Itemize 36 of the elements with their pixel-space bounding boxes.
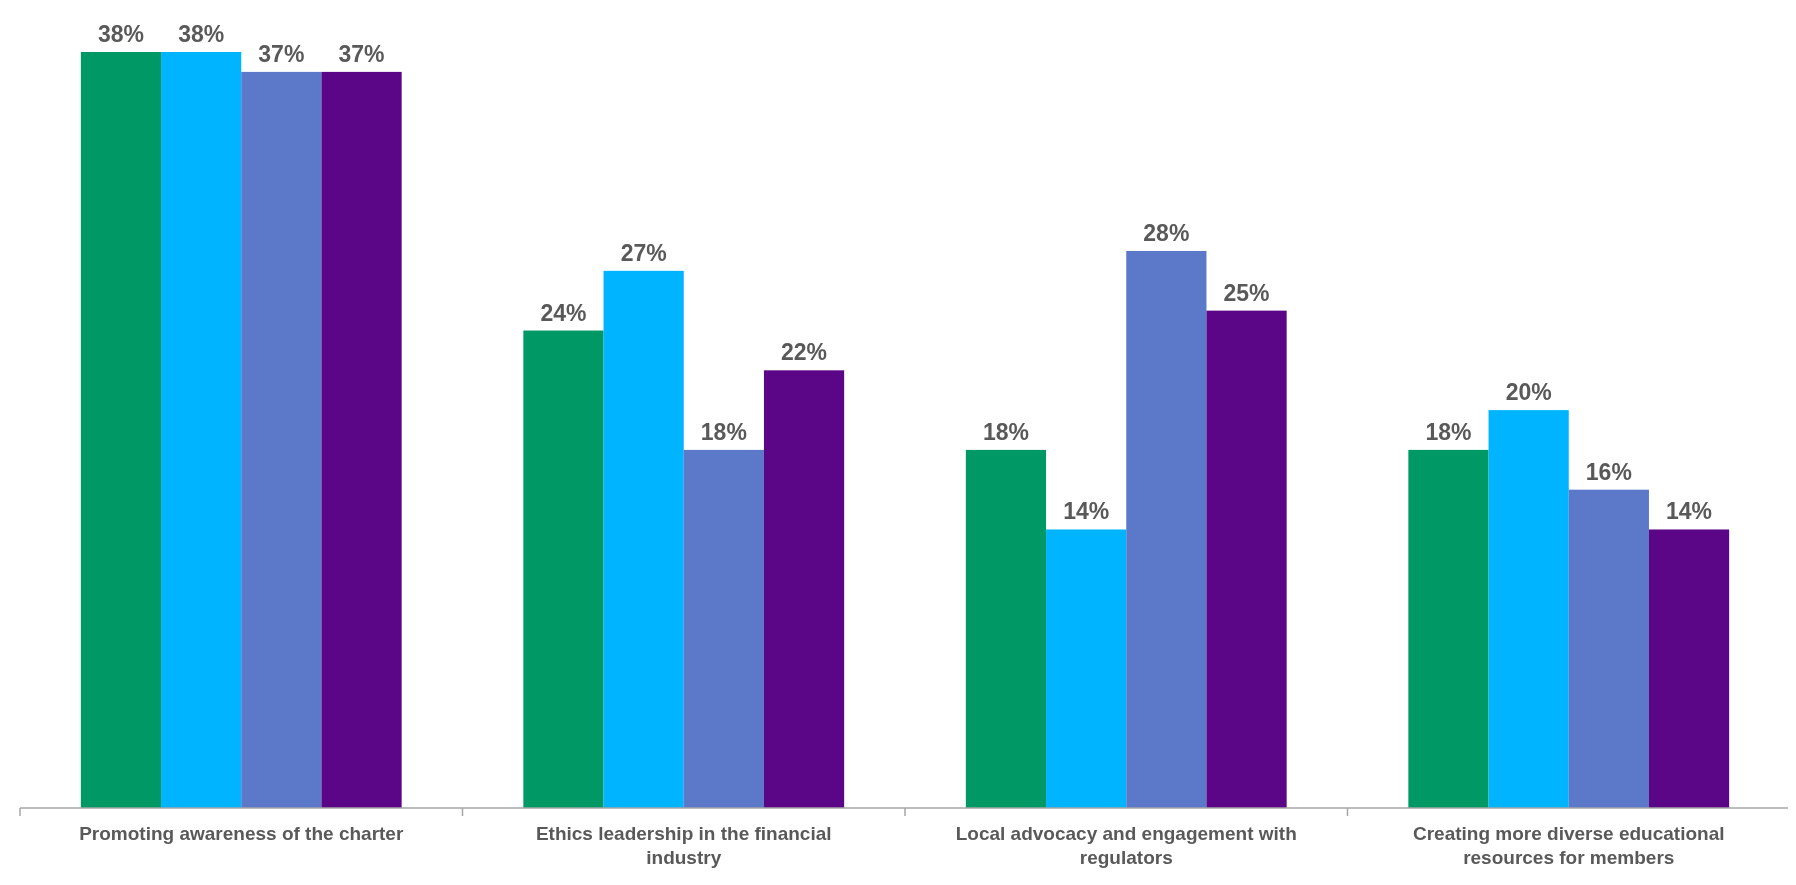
- data-label: 16%: [1585, 458, 1632, 485]
- data-label: 20%: [1505, 379, 1552, 406]
- data-label: 37%: [258, 40, 305, 67]
- bar: [80, 52, 162, 808]
- bar: [1648, 529, 1730, 808]
- data-label: 18%: [982, 418, 1029, 445]
- bar: [1568, 489, 1649, 808]
- bar: [763, 370, 845, 808]
- x-tick-label: Local advocacy and engagement with regulators: [955, 823, 1297, 868]
- data-label: 18%: [1425, 418, 1472, 445]
- data-label: 38%: [178, 21, 225, 47]
- data-label: 18%: [700, 418, 747, 445]
- bar: [1206, 310, 1287, 808]
- bar: [683, 449, 764, 808]
- data-label: 37%: [338, 40, 385, 67]
- x-tick-label: Creating more diverse educational resources for members: [1413, 823, 1725, 868]
- data-label: 28%: [1143, 219, 1190, 246]
- data-label: 25%: [1223, 279, 1270, 306]
- bar: [523, 330, 604, 808]
- data-label: 14%: [1063, 498, 1110, 525]
- bar: [1408, 449, 1489, 808]
- data-label: 24%: [540, 299, 587, 326]
- bar: [321, 71, 402, 808]
- bar: [241, 71, 322, 808]
- bar: [1488, 410, 1569, 808]
- x-tick-label: Promoting awareness of the charter: [79, 823, 404, 844]
- data-label: 22%: [781, 339, 828, 366]
- bar: [603, 270, 684, 808]
- data-label: 27%: [620, 239, 667, 266]
- data-label: 14%: [1666, 498, 1713, 525]
- x-tick-label: Ethics leadership in the financial industry: [535, 823, 832, 868]
- bar: [1126, 250, 1207, 808]
- bar: [1046, 529, 1127, 808]
- bar: [161, 52, 242, 808]
- bar: [965, 449, 1047, 808]
- data-label: 38%: [97, 21, 144, 47]
